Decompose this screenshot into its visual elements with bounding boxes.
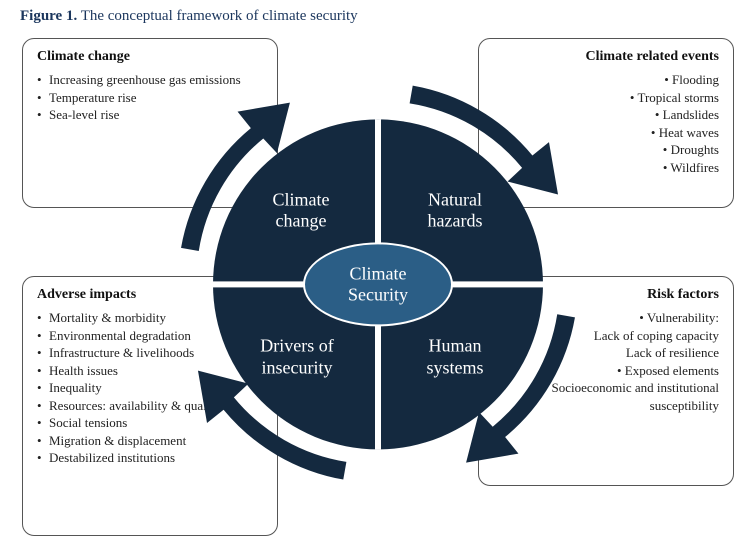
box-list: Increasing greenhouse gas emissionsTempe… bbox=[37, 71, 263, 124]
list-item: • Flooding bbox=[493, 71, 719, 89]
figure-title: Figure 1. The conceptual framework of cl… bbox=[20, 8, 358, 25]
central-circle: Climate change Natural hazards Drivers o… bbox=[213, 119, 543, 449]
list-item: Increasing greenhouse gas emissions bbox=[37, 71, 263, 89]
box-title: Climate change bbox=[37, 49, 263, 65]
center-ellipse: Climate Security bbox=[303, 242, 453, 326]
quadrant-label-tl: Climate change bbox=[241, 189, 361, 232]
list-item: Temperature rise bbox=[37, 89, 263, 107]
diagram-stage: Climate change Increasing greenhouse gas… bbox=[0, 34, 756, 547]
list-item: • Tropical storms bbox=[493, 89, 719, 107]
figure-caption: The conceptual framework of climate secu… bbox=[81, 8, 358, 24]
circle-background: Climate change Natural hazards Drivers o… bbox=[213, 119, 543, 449]
figure-label: Figure 1. bbox=[20, 8, 77, 24]
quadrant-label-tr: Natural hazards bbox=[395, 189, 515, 232]
list-item: Destabilized institutions bbox=[37, 449, 263, 467]
quadrant-label-br: Human systems bbox=[395, 336, 515, 379]
box-title: Climate related events bbox=[493, 49, 719, 65]
quadrant-label-bl: Drivers of insecurity bbox=[237, 336, 357, 379]
